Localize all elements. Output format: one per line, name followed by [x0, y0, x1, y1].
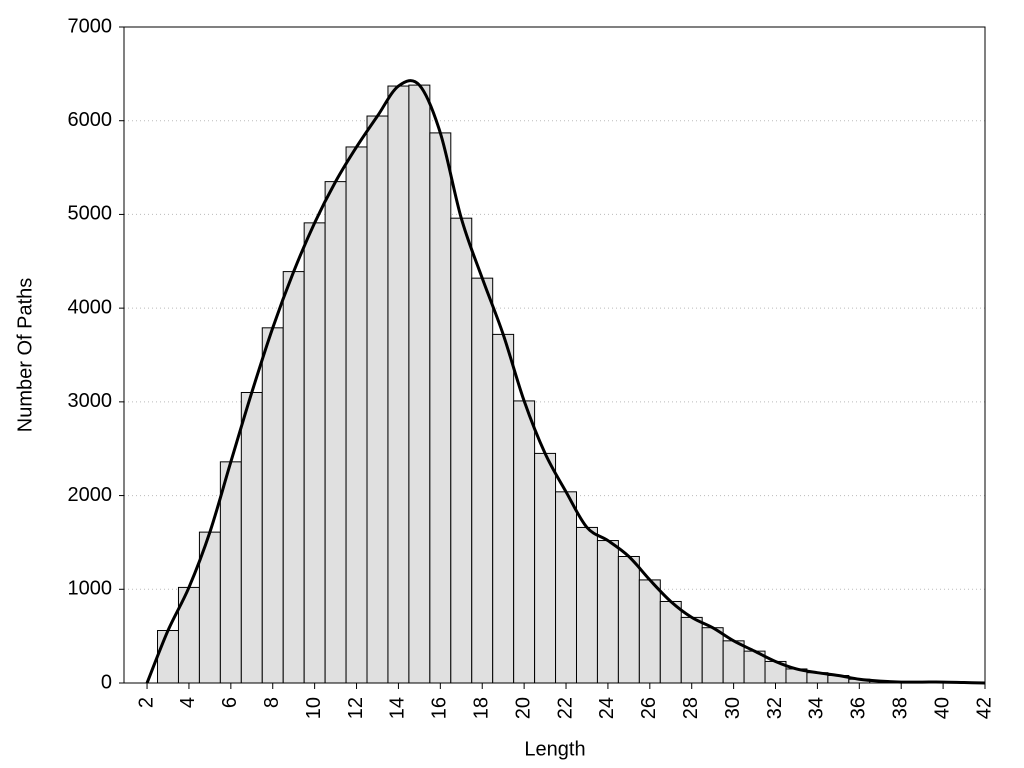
bar — [596, 540, 619, 684]
x-tick-label: 14 — [387, 697, 409, 719]
y-tick-label: 7000 — [68, 15, 113, 37]
y-tick-label: 2000 — [68, 484, 113, 506]
bar — [157, 630, 179, 684]
x-tick-label: 18 — [471, 697, 493, 719]
y-tick-label: 3000 — [68, 390, 113, 412]
bar — [429, 132, 452, 684]
x-tick-label: 16 — [429, 697, 451, 719]
bar — [282, 271, 305, 684]
x-tick-label: 34 — [806, 697, 828, 719]
curve — [145, 79, 986, 685]
x-tick-label: 2 — [135, 697, 157, 708]
bar — [575, 526, 598, 684]
y-tick-label: 1000 — [68, 578, 113, 600]
x-tick-label: 28 — [680, 697, 702, 719]
x-tick-label: 26 — [638, 697, 660, 719]
x-tick-label: 8 — [261, 697, 283, 708]
bar — [261, 327, 284, 684]
bar — [513, 400, 536, 684]
y-tick-label: 4000 — [68, 296, 113, 318]
bar — [345, 146, 368, 684]
y-axis-label: Number Of Paths — [14, 278, 36, 433]
bar — [471, 277, 494, 684]
bar — [408, 84, 431, 684]
bar — [492, 333, 515, 684]
y-tick-label: 0 — [101, 671, 112, 693]
x-tick-label: 12 — [345, 697, 367, 719]
bar — [324, 181, 347, 684]
bar — [219, 461, 242, 684]
x-tick-label: 32 — [764, 697, 786, 719]
bar — [240, 391, 263, 684]
x-tick-label: 30 — [722, 697, 744, 719]
x-tick-label: 4 — [177, 697, 199, 708]
x-tick-label: 10 — [303, 697, 325, 719]
x-tick-label: 40 — [931, 697, 953, 719]
x-tick-label: 22 — [554, 697, 576, 719]
plot-frame — [123, 26, 986, 684]
bar — [450, 217, 473, 684]
bar — [701, 627, 724, 684]
bar — [387, 85, 410, 684]
y-tick-label: 5000 — [68, 203, 113, 225]
x-tick-label: 6 — [219, 697, 241, 708]
bar — [659, 600, 682, 684]
x-axis-label: Length — [524, 738, 585, 760]
bar — [555, 491, 577, 684]
bar — [638, 579, 661, 684]
bar — [534, 452, 557, 684]
x-tick-label: 36 — [848, 697, 870, 719]
bar — [617, 555, 640, 684]
y-tick-label: 6000 — [68, 109, 113, 131]
x-tick-label: 24 — [596, 697, 618, 719]
bar — [722, 640, 745, 684]
bar — [680, 616, 703, 684]
bar — [303, 222, 326, 684]
x-tick-label: 20 — [512, 697, 534, 719]
x-tick-label: 38 — [889, 697, 911, 719]
x-tick-label: 42 — [973, 697, 995, 719]
bar — [366, 115, 389, 684]
